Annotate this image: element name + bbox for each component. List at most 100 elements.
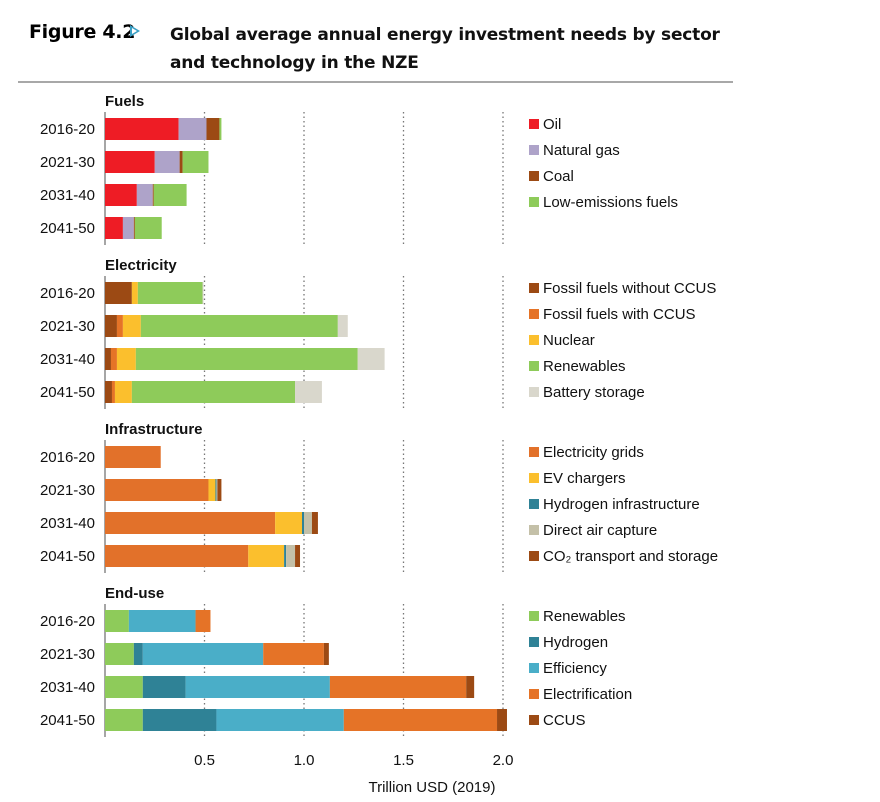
- legend-label: Electricity grids: [543, 444, 644, 461]
- panel-title: Electricity: [105, 257, 177, 274]
- figure-label: Figure 4.2: [29, 21, 136, 43]
- bar-segment: [105, 545, 249, 567]
- bar-segment: [134, 217, 162, 239]
- bar-segment: [136, 184, 153, 206]
- legend-swatch: [529, 499, 539, 509]
- legend-swatch: [529, 119, 539, 129]
- bar-segment: [105, 184, 137, 206]
- legend-label: Oil: [543, 116, 561, 133]
- legend-swatch: [529, 473, 539, 483]
- bar-segment: [323, 643, 329, 665]
- bar-segment: [337, 315, 348, 337]
- bar-segment: [295, 545, 301, 567]
- bar-segment: [329, 676, 467, 698]
- bar-segment: [179, 151, 183, 173]
- category-label: 2021-30: [40, 318, 95, 335]
- bar-segment: [105, 217, 123, 239]
- bar-segment: [105, 512, 276, 534]
- legend-label: CO₂ transport and storage: [543, 548, 718, 565]
- bar-segment: [111, 381, 115, 403]
- legend-swatch: [529, 197, 539, 207]
- legend-swatch: [529, 387, 539, 397]
- legend-label: Renewables: [543, 608, 626, 625]
- legend-label: Fossil fuels without CCUS: [543, 280, 716, 297]
- figure-title: Global average annual energy investment …: [170, 25, 720, 73]
- bar-segment: [216, 709, 344, 731]
- bar-segment: [135, 348, 358, 370]
- bar-segment: [105, 118, 179, 140]
- bar-segment: [142, 676, 186, 698]
- legend-swatch: [529, 283, 539, 293]
- title-divider: [18, 81, 733, 83]
- triangle-icon: [130, 25, 140, 37]
- category-label: 2031-40: [40, 351, 95, 368]
- bar-segment: [105, 282, 132, 304]
- bar-segment: [142, 709, 217, 731]
- category-label: 2021-30: [40, 154, 95, 171]
- bar-segment: [219, 118, 222, 140]
- bar-segment: [105, 381, 112, 403]
- legend-label: Nuclear: [543, 332, 595, 349]
- legend-label: Renewables: [543, 358, 626, 375]
- bar-segment: [153, 184, 187, 206]
- legend-label: Hydrogen infrastructure: [543, 496, 700, 513]
- legend-swatch: [529, 361, 539, 371]
- bar-segment: [466, 676, 475, 698]
- legend-swatch: [529, 611, 539, 621]
- bar-segment: [217, 479, 222, 501]
- bar-segment: [105, 315, 117, 337]
- bar-segment: [178, 118, 207, 140]
- x-tick-label: 1.5: [393, 752, 414, 769]
- bar-segment: [286, 545, 296, 567]
- bar-segment: [248, 545, 285, 567]
- bar-segment: [215, 479, 217, 501]
- bar-segment: [284, 545, 287, 567]
- legend-label: Natural gas: [543, 142, 620, 159]
- bar-segment: [295, 381, 322, 403]
- x-tick-label: 0.5: [194, 752, 215, 769]
- category-label: 2016-20: [40, 121, 95, 138]
- legend-swatch: [529, 663, 539, 673]
- bar-segment: [105, 643, 134, 665]
- category-label: 2031-40: [40, 515, 95, 532]
- category-label: 2016-20: [40, 613, 95, 630]
- category-label: 2021-30: [40, 646, 95, 663]
- legend-swatch: [529, 447, 539, 457]
- x-tick-label: 1.0: [294, 752, 315, 769]
- bar-segment: [208, 479, 216, 501]
- legend-label: Fossil fuels with CCUS: [543, 306, 696, 323]
- x-tick-label: 2.0: [493, 752, 514, 769]
- legend-label: Battery storage: [543, 384, 645, 401]
- bar-segment: [206, 118, 220, 140]
- bar-segment: [185, 676, 330, 698]
- bar-segment: [122, 315, 141, 337]
- bar-segment: [116, 348, 136, 370]
- category-label: 2016-20: [40, 285, 95, 302]
- panel-title: Fuels: [105, 93, 144, 110]
- bar-segment: [137, 282, 203, 304]
- bar-segment: [105, 446, 161, 468]
- bar-segment: [202, 282, 204, 304]
- bar-segment: [133, 643, 143, 665]
- bar-segment: [357, 348, 385, 370]
- panel-title: End-use: [105, 585, 164, 602]
- legend-label: Hydrogen: [543, 634, 608, 651]
- bar-segment: [114, 381, 132, 403]
- legend-label: EV chargers: [543, 470, 626, 487]
- panel-title: Infrastructure: [105, 421, 203, 438]
- category-label: 2016-20: [40, 449, 95, 466]
- category-label: 2021-30: [40, 482, 95, 499]
- bar-segment: [110, 348, 117, 370]
- bar-segment: [105, 151, 155, 173]
- legend-label: Coal: [543, 168, 574, 185]
- bar-segment: [105, 479, 209, 501]
- bar-segment: [263, 643, 324, 665]
- category-label: 2041-50: [40, 548, 95, 565]
- bar-segment: [133, 217, 135, 239]
- bar-segment: [497, 709, 507, 731]
- bar-segment: [131, 282, 138, 304]
- legend-swatch: [529, 551, 539, 561]
- legend-swatch: [529, 525, 539, 535]
- bar-segment: [302, 512, 304, 534]
